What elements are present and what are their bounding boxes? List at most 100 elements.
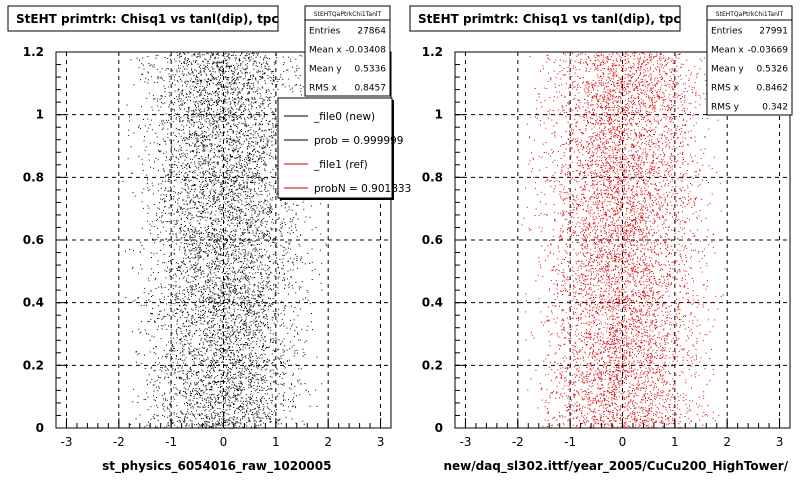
scatter-point xyxy=(295,214,297,216)
scatter-point xyxy=(257,410,259,412)
scatter-point xyxy=(183,129,185,130)
scatter-point xyxy=(243,295,245,297)
scatter-point xyxy=(248,100,250,102)
scatter-point xyxy=(176,320,178,322)
scatter-point xyxy=(247,209,249,211)
scatter-point xyxy=(192,121,194,123)
scatter-point xyxy=(247,230,249,232)
scatter-point xyxy=(229,166,231,168)
scatter-point xyxy=(180,79,181,81)
scatter-point xyxy=(234,169,236,171)
scatter-point xyxy=(199,320,201,322)
scatter-point xyxy=(193,171,195,173)
scatter-point xyxy=(288,78,290,80)
scatter-point xyxy=(197,208,199,209)
scatter-point xyxy=(192,390,194,392)
scatter-point xyxy=(256,216,258,218)
scatter-point xyxy=(199,379,201,381)
scatter-point xyxy=(200,323,202,325)
scatter-point xyxy=(184,184,186,186)
scatter-point xyxy=(172,311,174,313)
scatter-point xyxy=(198,180,200,182)
scatter-point xyxy=(270,209,272,211)
scatter-point xyxy=(210,398,212,400)
scatter-point xyxy=(235,289,237,291)
scatter-point xyxy=(262,422,264,424)
scatter-point xyxy=(168,408,170,410)
scatter-point xyxy=(240,242,242,244)
scatter-point xyxy=(205,426,207,428)
scatter-point xyxy=(175,74,177,76)
scatter-point xyxy=(187,217,188,219)
scatter-point xyxy=(242,373,244,375)
scatter-point xyxy=(183,132,185,134)
scatter-point xyxy=(251,176,252,178)
scatter-point xyxy=(171,196,172,198)
scatter-point xyxy=(172,82,174,84)
scatter-point xyxy=(227,333,229,335)
scatter-point xyxy=(241,220,243,221)
scatter-point xyxy=(194,389,196,391)
scatter-point xyxy=(238,64,240,66)
scatter-point xyxy=(184,53,186,55)
scatter-point xyxy=(230,324,232,326)
scatter-point xyxy=(199,247,201,249)
scatter-point xyxy=(296,70,298,72)
scatter-point xyxy=(267,306,269,308)
scatter-point xyxy=(177,81,179,83)
scatter-point xyxy=(234,400,236,402)
scatter-point xyxy=(282,258,284,260)
scatter-point xyxy=(193,80,195,82)
scatter-point xyxy=(251,266,252,268)
scatter-point xyxy=(188,106,190,108)
scatter-point xyxy=(156,238,158,240)
scatter-point xyxy=(177,220,179,222)
scatter-point xyxy=(213,343,215,344)
scatter-point xyxy=(221,55,223,57)
scatter-point xyxy=(268,267,270,269)
scatter-point xyxy=(196,139,198,141)
scatter-point xyxy=(169,81,171,83)
scatter-point xyxy=(205,177,207,179)
scatter-point xyxy=(267,269,269,271)
scatter-point xyxy=(219,419,220,421)
scatter-point xyxy=(263,115,265,117)
scatter-point xyxy=(194,53,196,55)
scatter-point xyxy=(218,91,220,93)
scatter-point xyxy=(222,388,224,390)
scatter-point xyxy=(267,68,269,70)
scatter-point xyxy=(191,411,193,413)
scatter-point xyxy=(276,373,278,375)
scatter-point xyxy=(186,410,188,412)
scatter-point xyxy=(243,307,245,309)
scatter-point xyxy=(185,183,187,185)
scatter-point xyxy=(200,316,202,318)
scatter-point xyxy=(224,57,226,59)
scatter-point xyxy=(147,179,149,181)
scatter-point xyxy=(245,326,247,328)
scatter-point xyxy=(183,62,185,64)
scatter-point xyxy=(287,231,289,233)
scatter-point xyxy=(253,385,255,387)
scatter-point xyxy=(196,240,198,242)
scatter-point xyxy=(242,418,244,420)
scatter-point xyxy=(199,238,201,240)
scatter-point xyxy=(231,212,233,214)
scatter-point xyxy=(232,132,234,134)
scatter-point xyxy=(190,162,192,164)
scatter-point xyxy=(252,295,254,297)
scatter-point xyxy=(233,354,235,356)
scatter-point xyxy=(234,388,236,390)
scatter-point xyxy=(267,77,269,79)
scatter-point xyxy=(258,235,259,237)
scatter-point xyxy=(240,64,242,66)
scatter-point xyxy=(233,116,234,118)
scatter-point xyxy=(203,110,205,112)
scatter-point xyxy=(179,154,181,155)
scatter-point xyxy=(224,233,226,235)
scatter-point xyxy=(249,304,251,305)
scatter-point xyxy=(268,184,270,186)
scatter-point xyxy=(168,114,170,116)
scatter-point xyxy=(173,185,175,187)
scatter-point xyxy=(240,303,242,305)
